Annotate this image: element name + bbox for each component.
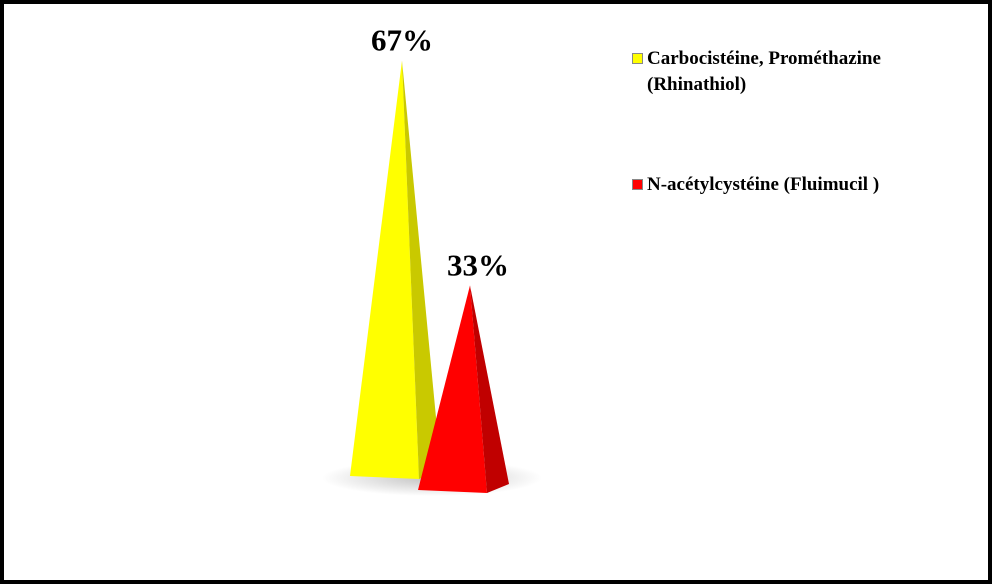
pyramid-front — [418, 285, 487, 493]
value-label: 67% — [371, 23, 433, 58]
pyramid — [350, 60, 441, 479]
legend-swatch — [632, 53, 643, 64]
legend-entry: N-acétylcystéine (Fluimucil ) — [632, 172, 972, 198]
legend-label: Carbocistéine, Prométhazine (Rhinathiol) — [647, 48, 881, 95]
value-label: 33% — [447, 247, 509, 282]
pyramid — [418, 285, 509, 493]
pyramid-side — [402, 60, 441, 479]
legend-label: N-acétylcystéine (Fluimucil ) — [647, 174, 880, 195]
legend-swatch — [632, 179, 643, 190]
pyramid-side — [470, 285, 509, 493]
pyramid-front — [350, 60, 419, 479]
legend-entry: Carbocistéine, Prométhazine (Rhinathiol) — [632, 46, 972, 98]
